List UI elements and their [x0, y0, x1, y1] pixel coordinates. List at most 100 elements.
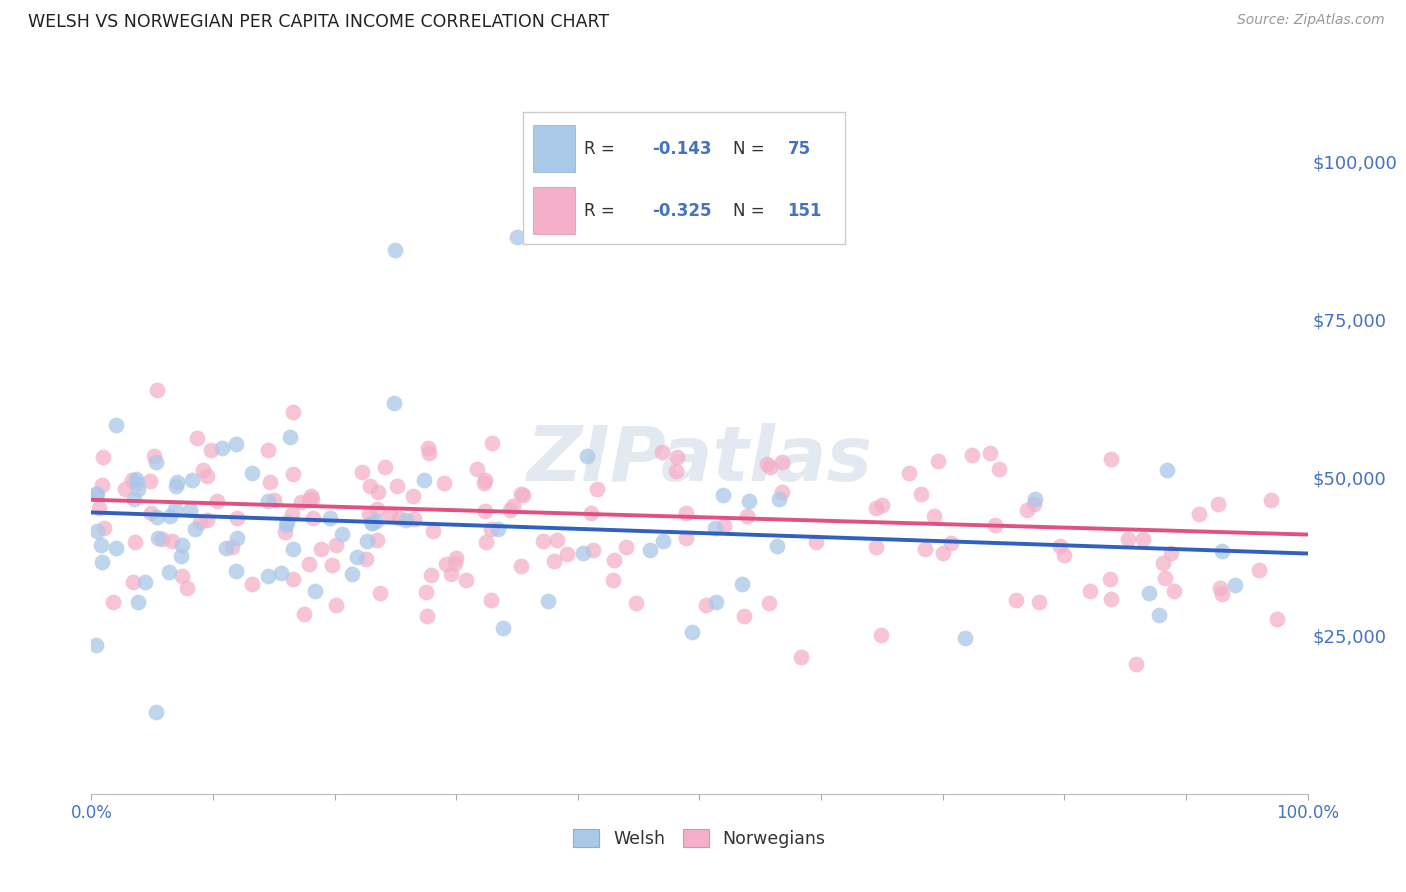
Point — [356, 533, 378, 548]
Point — [510, 559, 533, 574]
Point — [281, 572, 304, 586]
Point — [257, 494, 280, 508]
Point — [357, 507, 380, 521]
Point — [86, 638, 108, 652]
Point — [1154, 571, 1177, 585]
Point — [870, 628, 893, 642]
Point — [543, 554, 565, 568]
Point — [380, 507, 402, 521]
Point — [105, 417, 128, 432]
Point — [321, 558, 343, 573]
Point — [340, 566, 363, 581]
Text: Source: ZipAtlas.com: Source: ZipAtlas.com — [1237, 13, 1385, 28]
Point — [1137, 586, 1160, 600]
Point — [163, 502, 186, 516]
Point — [301, 511, 323, 525]
Point — [1078, 584, 1101, 599]
Point — [474, 504, 496, 518]
Point — [361, 516, 384, 530]
Point — [278, 430, 301, 444]
Point — [366, 502, 388, 516]
Point — [416, 609, 439, 624]
Point — [127, 476, 149, 491]
Point — [352, 466, 374, 480]
Point — [1024, 492, 1046, 507]
Point — [91, 450, 114, 464]
Point — [1152, 556, 1174, 570]
Point — [735, 508, 758, 523]
Point — [1265, 612, 1288, 626]
Point — [221, 540, 243, 554]
Point — [169, 549, 191, 563]
Point — [384, 243, 406, 257]
Point — [259, 475, 281, 489]
Point — [290, 495, 312, 509]
Point — [1147, 608, 1170, 623]
Point — [346, 549, 368, 564]
Point — [419, 567, 441, 582]
Point — [159, 508, 181, 523]
Point — [240, 576, 263, 591]
Point — [755, 457, 778, 471]
Point — [706, 595, 728, 609]
Point — [114, 483, 136, 497]
Point — [713, 519, 735, 533]
Point — [263, 493, 285, 508]
Point — [368, 586, 391, 600]
Point — [665, 464, 688, 478]
Point — [436, 558, 458, 572]
Point — [666, 450, 689, 465]
Point — [146, 509, 169, 524]
Point — [207, 494, 229, 508]
Point — [731, 577, 754, 591]
Point — [1223, 578, 1246, 592]
Point — [413, 473, 436, 487]
Point — [955, 632, 977, 646]
Point — [531, 533, 554, 548]
Point — [1053, 549, 1076, 563]
Point — [502, 499, 524, 513]
Point — [1015, 503, 1038, 517]
Point — [571, 546, 593, 560]
Point — [443, 556, 465, 570]
Point — [86, 486, 108, 500]
Point — [200, 443, 222, 458]
Point — [226, 531, 249, 545]
Point — [121, 575, 143, 590]
Point — [914, 542, 936, 557]
Point — [301, 492, 323, 507]
Point — [960, 448, 983, 462]
Point — [87, 500, 110, 515]
Point — [195, 469, 218, 483]
Point — [770, 455, 793, 469]
Point — [179, 503, 201, 517]
Point — [276, 516, 298, 530]
Point — [181, 473, 204, 487]
Point — [146, 383, 169, 397]
Point — [385, 479, 408, 493]
Point — [225, 564, 247, 578]
Point — [90, 477, 112, 491]
Point — [402, 511, 425, 525]
Point — [624, 596, 647, 610]
Point — [225, 437, 247, 451]
Point — [1116, 532, 1139, 546]
Point — [924, 509, 946, 524]
Point — [602, 574, 624, 588]
Point — [195, 513, 218, 527]
Point — [281, 542, 304, 557]
Point — [105, 541, 128, 556]
Point — [299, 489, 322, 503]
Point — [804, 534, 827, 549]
Point — [270, 566, 292, 580]
Point — [1049, 539, 1071, 553]
Point — [422, 524, 444, 539]
Point — [304, 583, 326, 598]
Point — [585, 482, 607, 496]
Point — [388, 510, 411, 524]
Point — [1132, 532, 1154, 546]
Point — [125, 472, 148, 486]
Point — [711, 488, 734, 502]
Point — [143, 450, 166, 464]
Point — [215, 541, 238, 556]
